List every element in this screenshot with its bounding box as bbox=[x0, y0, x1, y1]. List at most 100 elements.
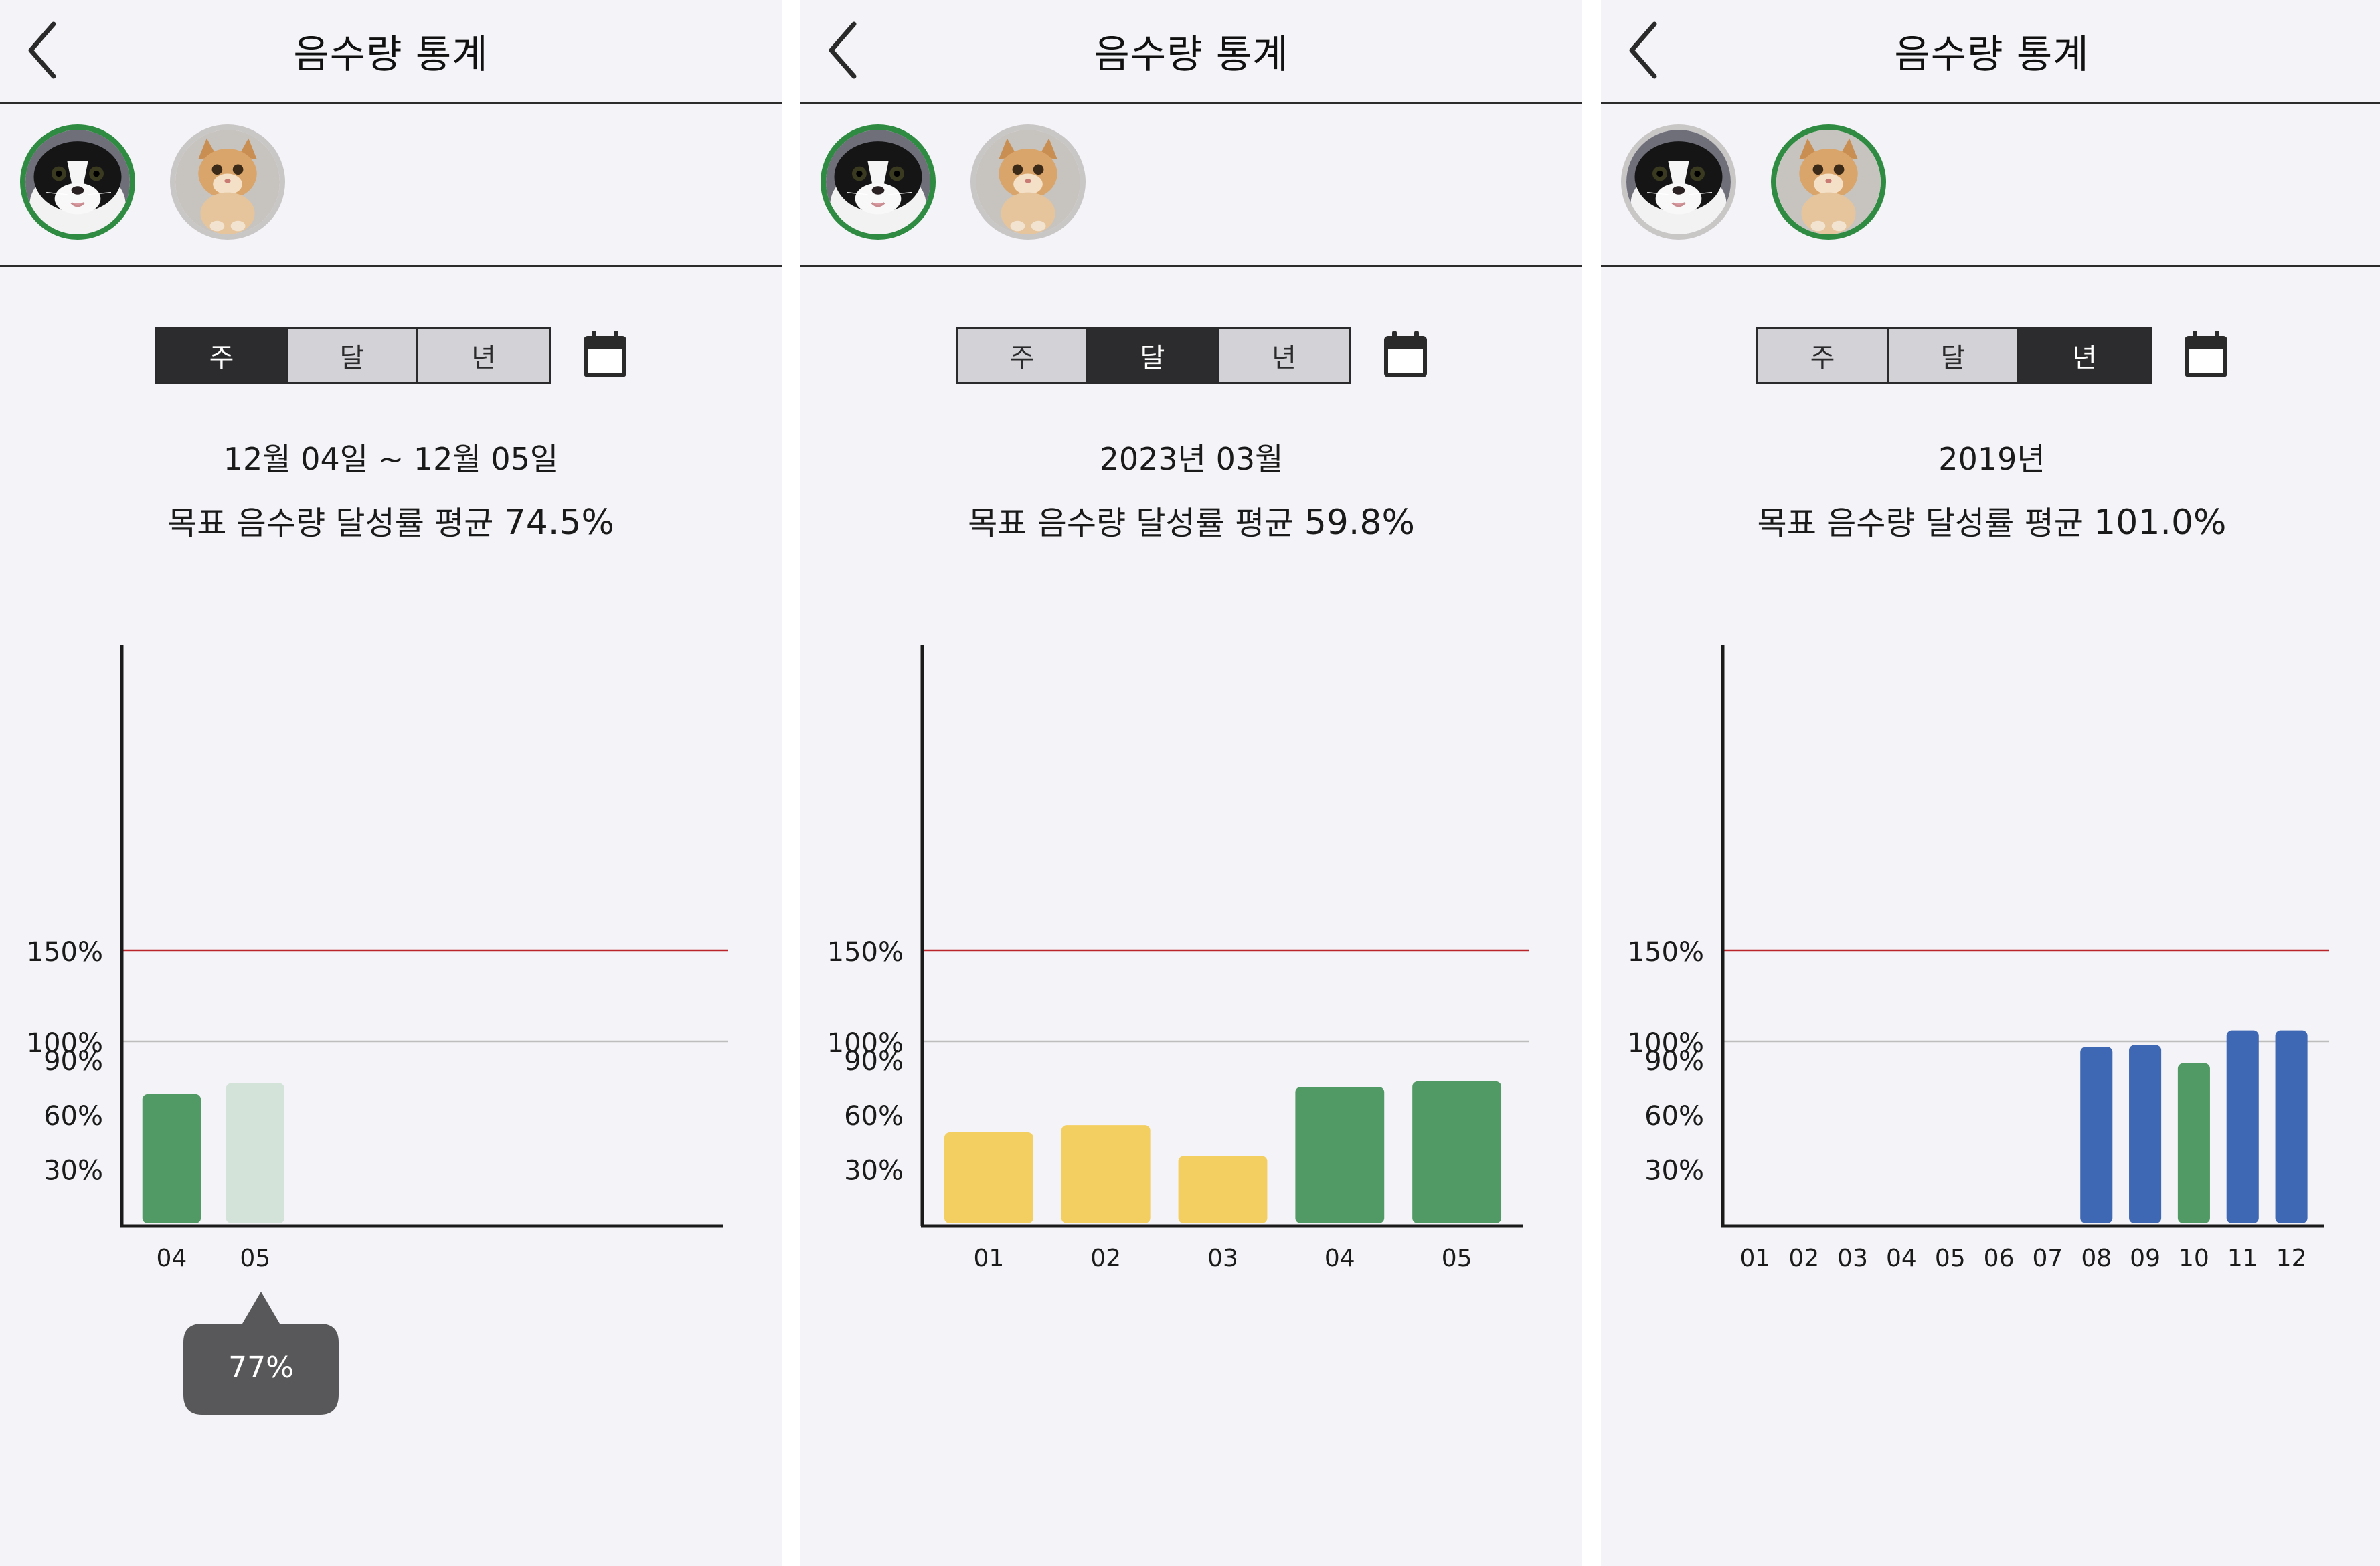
y-tick-label: 60% bbox=[1644, 1101, 1704, 1132]
pet-avatar-black-white-cat[interactable] bbox=[20, 124, 135, 240]
bar-chart: 150% 100%90% 60% 30% 04 05 bbox=[27, 645, 728, 1272]
bar-02[interactable] bbox=[1061, 1125, 1151, 1223]
bar-10[interactable] bbox=[2177, 1063, 2210, 1223]
y-tick-label: 90% bbox=[44, 1046, 103, 1077]
tab-week[interactable]: 주 bbox=[157, 329, 288, 382]
x-tick-label: 04 bbox=[1886, 1245, 1917, 1272]
calendar-button[interactable] bbox=[581, 329, 629, 380]
bar-04[interactable] bbox=[1295, 1087, 1385, 1223]
calendar-button[interactable] bbox=[1381, 329, 1430, 380]
page-title: 음수량 통계 bbox=[1894, 31, 2090, 77]
x-tick-label: 04 bbox=[157, 1245, 187, 1272]
back-button[interactable] bbox=[24, 20, 64, 80]
tab-month[interactable]: 달 bbox=[1088, 329, 1219, 382]
y-tick-label: 30% bbox=[844, 1155, 904, 1186]
bar-04[interactable] bbox=[142, 1094, 201, 1223]
bar-05[interactable] bbox=[1412, 1081, 1502, 1223]
chevron-left-icon bbox=[28, 21, 56, 79]
y-tick-label: 100% bbox=[1628, 1028, 1704, 1059]
average-achievement: 목표 음수량 달성률 평균 59.8% bbox=[800, 497, 1582, 543]
pet-avatar-black-white-cat[interactable] bbox=[1621, 124, 1736, 240]
average-achievement: 목표 음수량 달성률 평균 74.5% bbox=[0, 497, 782, 543]
tab-week[interactable]: 주 bbox=[1758, 329, 1889, 382]
y-tick-label: 90% bbox=[1644, 1046, 1704, 1077]
y-tick-label: 150% bbox=[827, 937, 904, 968]
bar-11[interactable] bbox=[2226, 1030, 2259, 1223]
nav-header: 음수량 통계 bbox=[1601, 0, 2380, 104]
screen-panel-3: 음수량 통계 주 달 년 2019년 목표 음수량 달성률 평균 101.0% 150% 1… bbox=[1601, 0, 2380, 1566]
average-achievement: 목표 음수량 달성률 평균 101.0% bbox=[1601, 497, 2380, 543]
x-tick-label: 10 bbox=[2179, 1245, 2209, 1272]
bar-chart: 150% 100%90% 60% 30% 01 02 03 04 05 06 07 08 09 10 11 1… bbox=[1628, 645, 2329, 1272]
x-tick-label: 06 bbox=[1984, 1245, 2015, 1272]
tab-week[interactable]: 주 bbox=[958, 329, 1088, 382]
chevron-left-icon bbox=[829, 21, 857, 79]
bar-03[interactable] bbox=[1178, 1156, 1268, 1223]
nav-header: 음수량 통계 bbox=[800, 0, 1582, 104]
chevron-left-icon bbox=[1629, 21, 1657, 79]
date-range: 2019년 bbox=[1938, 441, 2045, 477]
calendar-icon bbox=[584, 331, 626, 377]
value-tooltip: 77% bbox=[182, 1292, 340, 1416]
x-tick-label: 05 bbox=[1442, 1245, 1472, 1272]
page-title: 음수량 통계 bbox=[1094, 31, 1289, 77]
tab-month[interactable]: 달 bbox=[288, 329, 418, 382]
x-tick-label: 04 bbox=[1325, 1245, 1355, 1272]
page-title: 음수량 통계 bbox=[293, 31, 489, 77]
bar-08[interactable] bbox=[2080, 1047, 2113, 1223]
y-tick-label: 150% bbox=[27, 937, 103, 968]
y-tick-label: 100% bbox=[27, 1028, 103, 1059]
average-label: 목표 음수량 달성률 평균 bbox=[167, 505, 494, 542]
calendar-icon bbox=[1384, 331, 1427, 377]
pet-avatar-orange-kitten[interactable] bbox=[1771, 124, 1886, 240]
average-value: 101.0% bbox=[2094, 503, 2227, 543]
back-button[interactable] bbox=[1625, 20, 1665, 80]
tab-year[interactable]: 년 bbox=[1219, 329, 1349, 382]
x-tick-label: 11 bbox=[2227, 1245, 2258, 1272]
x-tick-label: 02 bbox=[1090, 1245, 1121, 1272]
divider bbox=[1601, 102, 2380, 104]
pet-avatar-black-white-cat[interactable] bbox=[821, 124, 936, 240]
y-tick-label: 100% bbox=[827, 1028, 904, 1059]
divider bbox=[800, 265, 1582, 267]
bar-01[interactable] bbox=[944, 1132, 1033, 1223]
x-tick-label: 08 bbox=[2081, 1245, 2112, 1272]
divider bbox=[0, 265, 782, 267]
x-tick-label: 05 bbox=[1935, 1245, 1966, 1272]
tab-year[interactable]: 년 bbox=[2019, 329, 2150, 382]
date-range: 12월 04일 ~ 12월 05일 bbox=[223, 441, 559, 477]
tab-year[interactable]: 년 bbox=[418, 329, 549, 382]
x-tick-label: 03 bbox=[1207, 1245, 1238, 1272]
calendar-button[interactable] bbox=[2182, 329, 2230, 380]
x-tick-label: 03 bbox=[1837, 1245, 1868, 1272]
bar-09[interactable] bbox=[2129, 1045, 2162, 1223]
tab-month[interactable]: 달 bbox=[1889, 329, 2019, 382]
average-value: 74.5% bbox=[503, 503, 614, 543]
nav-header: 음수량 통계 bbox=[0, 0, 782, 104]
x-tick-label: 12 bbox=[2276, 1245, 2307, 1272]
pet-avatar-orange-kitten[interactable] bbox=[970, 124, 1086, 240]
date-range: 2023년 03월 bbox=[1099, 441, 1284, 477]
y-tick-label: 60% bbox=[844, 1101, 904, 1132]
back-button[interactable] bbox=[825, 20, 865, 80]
average-label: 목표 음수량 달성률 평균 bbox=[968, 505, 1294, 542]
y-tick-label: 60% bbox=[44, 1101, 103, 1132]
x-tick-label: 05 bbox=[240, 1245, 270, 1272]
pet-avatar-orange-kitten[interactable] bbox=[170, 124, 285, 240]
bar-12[interactable] bbox=[2275, 1030, 2308, 1223]
bar-05[interactable] bbox=[226, 1083, 284, 1223]
y-tick-label: 30% bbox=[1644, 1155, 1704, 1186]
divider bbox=[0, 102, 782, 104]
x-tick-label: 01 bbox=[973, 1245, 1004, 1272]
x-tick-label: 01 bbox=[1740, 1245, 1771, 1272]
average-value: 59.8% bbox=[1304, 503, 1415, 543]
tooltip-shape bbox=[183, 1292, 339, 1415]
divider bbox=[1601, 265, 2380, 267]
tooltip-value: 77% bbox=[228, 1351, 294, 1385]
average-label: 목표 음수량 달성률 평균 bbox=[1757, 505, 2084, 542]
y-tick-label: 30% bbox=[44, 1155, 103, 1186]
calendar-icon bbox=[2185, 331, 2227, 377]
